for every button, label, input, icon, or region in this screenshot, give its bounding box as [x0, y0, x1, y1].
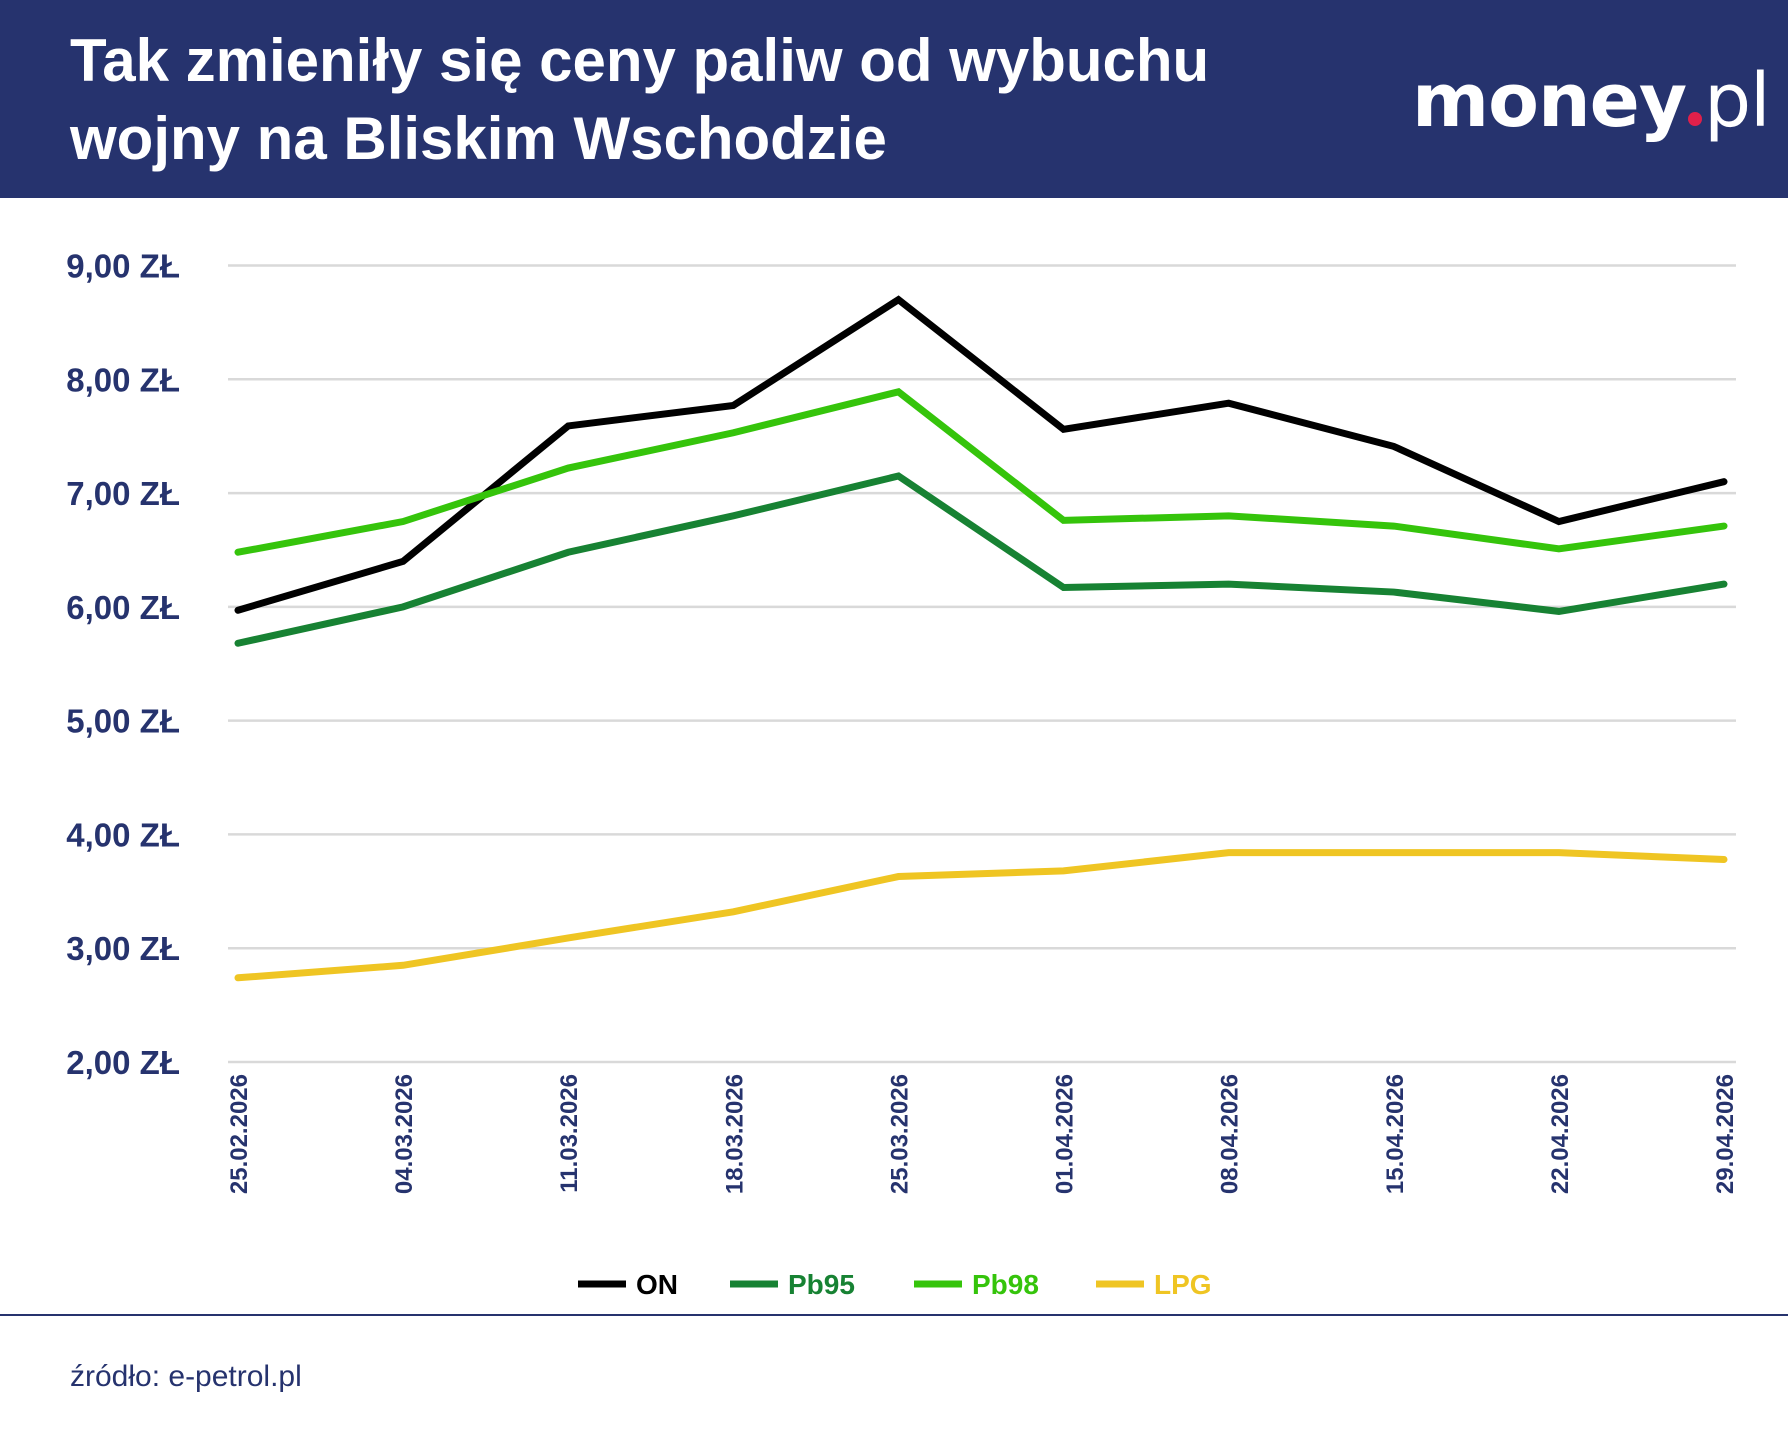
y-tick-label: 7,00 ZŁ: [66, 475, 180, 512]
y-tick-label: 4,00 ZŁ: [66, 816, 180, 853]
x-tick-label: 04.03.2026: [391, 1074, 418, 1194]
x-tick-label: 22.04.2026: [1547, 1074, 1574, 1194]
legend-label-pb98: Pb98: [972, 1269, 1039, 1300]
y-tick-label: 3,00 ZŁ: [66, 930, 180, 967]
y-tick-label: 8,00 ZŁ: [66, 361, 180, 398]
x-tick-label: 08.04.2026: [1217, 1074, 1244, 1194]
legend-label-lpg: LPG: [1154, 1269, 1212, 1300]
x-tick-label: 15.04.2026: [1382, 1074, 1409, 1194]
y-tick-label: 5,00 ZŁ: [66, 703, 180, 740]
y-tick-label: 6,00 ZŁ: [66, 589, 180, 626]
x-tick-label: 29.04.2026: [1712, 1074, 1739, 1194]
legend-label-on: ON: [636, 1269, 678, 1300]
header: Tak zmieniły się ceny paliw od wybuchu w…: [0, 0, 1788, 198]
line-chart: 2,00 ZŁ 3,00 ZŁ 4,00 ZŁ 5,00 ZŁ 6,00 ZŁ 7,00 …: [66, 248, 1739, 1301]
y-tick-label: 9,00 ZŁ: [66, 248, 180, 285]
series-line-pb95: [234, 472, 1728, 647]
y-tick-label: 2,00 ZŁ: [66, 1044, 180, 1081]
x-tick-label: 18.03.2026: [721, 1074, 748, 1194]
x-tick-label: 11.03.2026: [556, 1074, 583, 1193]
x-tick-label: 01.04.2026: [1052, 1074, 1079, 1194]
footer-divider: [0, 1314, 1788, 1316]
source-note: źródło: e-petrol.pl: [70, 1360, 302, 1393]
series-line-lpg: [234, 849, 1728, 982]
series-line-pb98: [234, 387, 1728, 556]
legend-label-pb95: Pb95: [788, 1269, 855, 1300]
x-tick-label: 25.02.2026: [226, 1074, 253, 1194]
chart-title: Tak zmieniły się ceny paliw od wybuchu w…: [70, 27, 1210, 172]
x-tick-label: 25.03.2026: [886, 1074, 913, 1194]
money-pl-logo: money pl: [1412, 58, 1771, 144]
